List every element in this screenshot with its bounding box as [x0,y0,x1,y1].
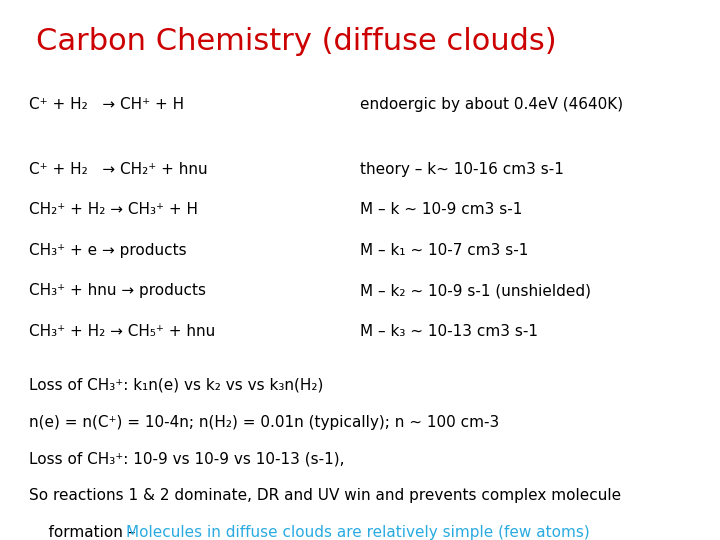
Text: theory – k~ 10-16 cm3 s-1: theory – k~ 10-16 cm3 s-1 [360,162,564,177]
Text: Carbon Chemistry (diffuse clouds): Carbon Chemistry (diffuse clouds) [36,27,557,56]
Text: Loss of CH₃⁺: 10-9 vs 10-9 vs 10-13 (s-1),: Loss of CH₃⁺: 10-9 vs 10-9 vs 10-13 (s-1… [29,451,344,467]
Text: C⁺ + H₂   → CH₂⁺ + hnu: C⁺ + H₂ → CH₂⁺ + hnu [29,162,207,177]
Text: CH₂⁺ + H₂ → CH₃⁺ + H: CH₂⁺ + H₂ → CH₃⁺ + H [29,202,198,218]
Text: n(e) = n(C⁺) = 10-4n; n(H₂) = 0.01n (typically); n ~ 100 cm-3: n(e) = n(C⁺) = 10-4n; n(H₂) = 0.01n (typ… [29,415,499,430]
Text: Loss of CH₃⁺: k₁n(e) vs k₂ vs vs k₃n(H₂): Loss of CH₃⁺: k₁n(e) vs k₂ vs vs k₃n(H₂) [29,378,323,393]
Text: C⁺ + H₂   → CH⁺ + H: C⁺ + H₂ → CH⁺ + H [29,97,184,112]
Text: M – k₂ ~ 10-9 s-1 (unshielded): M – k₂ ~ 10-9 s-1 (unshielded) [360,284,591,299]
Text: formation –: formation – [29,525,140,540]
Text: CH₃⁺ + H₂ → CH₅⁺ + hnu: CH₃⁺ + H₂ → CH₅⁺ + hnu [29,324,215,339]
Text: Molecules in diffuse clouds are relatively simple (few atoms): Molecules in diffuse clouds are relative… [126,525,590,540]
Text: CH₃⁺ + e → products: CH₃⁺ + e → products [29,243,186,258]
Text: So reactions 1 & 2 dominate, DR and UV win and prevents complex molecule: So reactions 1 & 2 dominate, DR and UV w… [29,488,621,503]
Text: M – k₁ ~ 10-7 cm3 s-1: M – k₁ ~ 10-7 cm3 s-1 [360,243,528,258]
Text: CH₃⁺ + hnu → products: CH₃⁺ + hnu → products [29,284,206,299]
Text: M – k₃ ~ 10-13 cm3 s-1: M – k₃ ~ 10-13 cm3 s-1 [360,324,538,339]
Text: M – k ~ 10-9 cm3 s-1: M – k ~ 10-9 cm3 s-1 [360,202,523,218]
Text: endoergic by about 0.4eV (4640K): endoergic by about 0.4eV (4640K) [360,97,623,112]
